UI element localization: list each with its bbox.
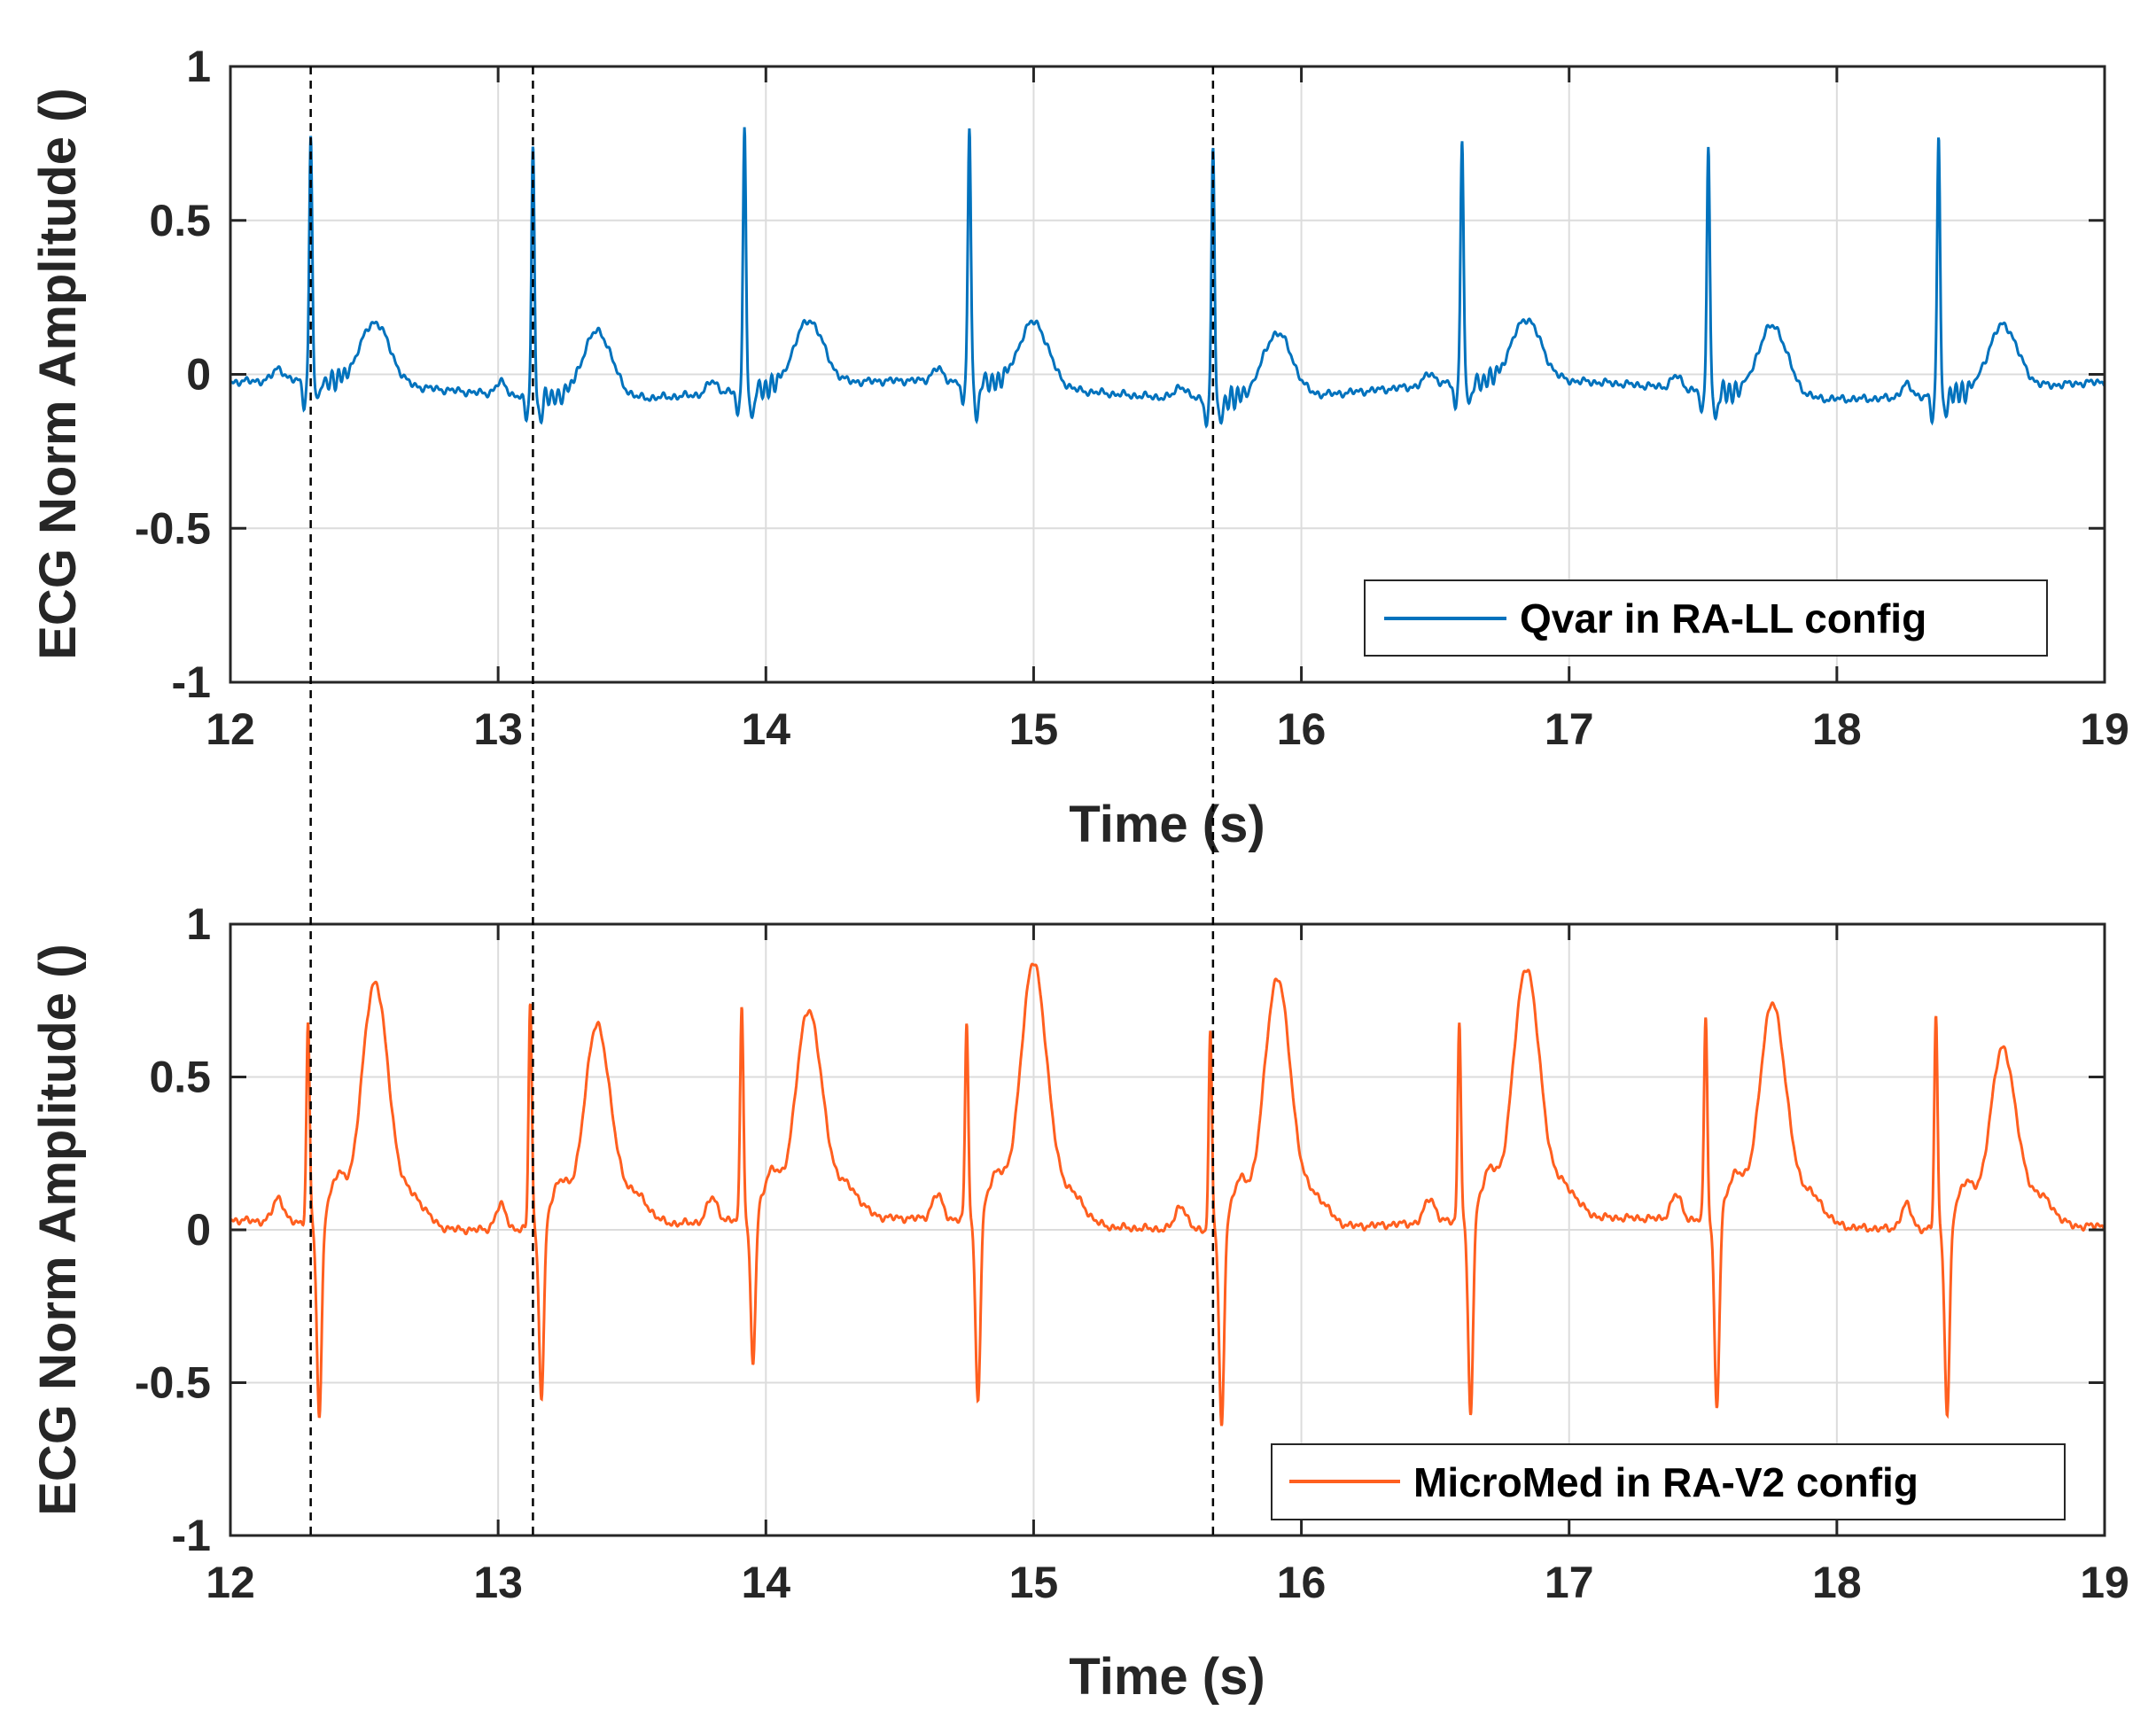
bottom-panel: 12 13 14 15 16 17 18 19 1 0.5 0 -0.5 -1 Time (s) EC…	[29, 899, 2129, 1706]
y-axis-label-top: ECG Norm Amplitude ()	[29, 88, 87, 660]
y-tick-label: 1	[186, 899, 211, 949]
y-tick-label: -0.5	[135, 503, 211, 553]
y-tick-label: 1	[186, 42, 211, 91]
x-tick-labels-top: 12 13 14 15 16 17 18 19	[206, 704, 2129, 754]
y-tick-label: 0.5	[149, 1053, 211, 1102]
y-tick-label: 0	[186, 1205, 211, 1255]
x-tick-label: 18	[1812, 1558, 1862, 1607]
alignment-markers	[309, 66, 1215, 1536]
micromed-trace	[230, 962, 2105, 1427]
x-axis-label-bottom: Time (s)	[1069, 1648, 1265, 1706]
x-tick-label: 16	[1277, 704, 1327, 754]
x-tick-label: 19	[2080, 1558, 2129, 1607]
y-tick-labels-top: 1 0.5 0 -0.5 -1	[135, 42, 211, 707]
x-axis-label-top: Time (s)	[1069, 796, 1265, 853]
ticks-top	[229, 65, 2106, 684]
x-tick-label: 12	[206, 704, 255, 754]
y-tick-label: -0.5	[135, 1358, 211, 1408]
y-tick-label: -1	[172, 657, 211, 707]
grid-top	[230, 66, 2105, 682]
x-tick-label: 14	[741, 1558, 790, 1607]
top-panel: 12 13 14 15 16 17 18 19 1 0.5 0 -0.5 -1 Time (s) EC…	[29, 42, 2129, 853]
x-tick-label: 19	[2080, 704, 2129, 754]
x-tick-label: 14	[741, 704, 790, 754]
legend-bottom: MicroMed in RA-V2 config	[1271, 1443, 2066, 1520]
legend-label-qvar: Qvar in RA-LL config	[1520, 595, 1926, 641]
x-tick-label: 17	[1545, 1558, 1594, 1607]
y-tick-label: 0.5	[149, 196, 211, 245]
legend-top: Qvar in RA-LL config	[1364, 579, 2048, 657]
y-tick-label: -1	[172, 1511, 211, 1560]
x-tick-label: 13	[473, 1558, 523, 1607]
x-tick-labels-bottom: 12 13 14 15 16 17 18 19	[206, 1558, 2129, 1607]
qvar-trace	[230, 127, 2105, 429]
y-tick-label: 0	[186, 350, 211, 400]
x-tick-label: 13	[473, 704, 523, 754]
y-tick-labels-bottom: 1 0.5 0 -0.5 -1	[135, 899, 211, 1560]
x-tick-label: 18	[1812, 704, 1862, 754]
x-tick-label: 15	[1009, 1558, 1059, 1607]
ticks-bottom	[229, 922, 2106, 1537]
y-axis-label-bottom: ECG Norm Amplitude ()	[29, 944, 87, 1516]
x-tick-label: 16	[1277, 1558, 1327, 1607]
x-tick-label: 15	[1009, 704, 1059, 754]
x-tick-label: 17	[1545, 704, 1594, 754]
x-tick-label: 12	[206, 1558, 255, 1607]
legend-box-bottom	[1271, 1443, 2066, 1520]
legend-label-micromed: MicroMed in RA-V2 config	[1413, 1459, 1919, 1505]
